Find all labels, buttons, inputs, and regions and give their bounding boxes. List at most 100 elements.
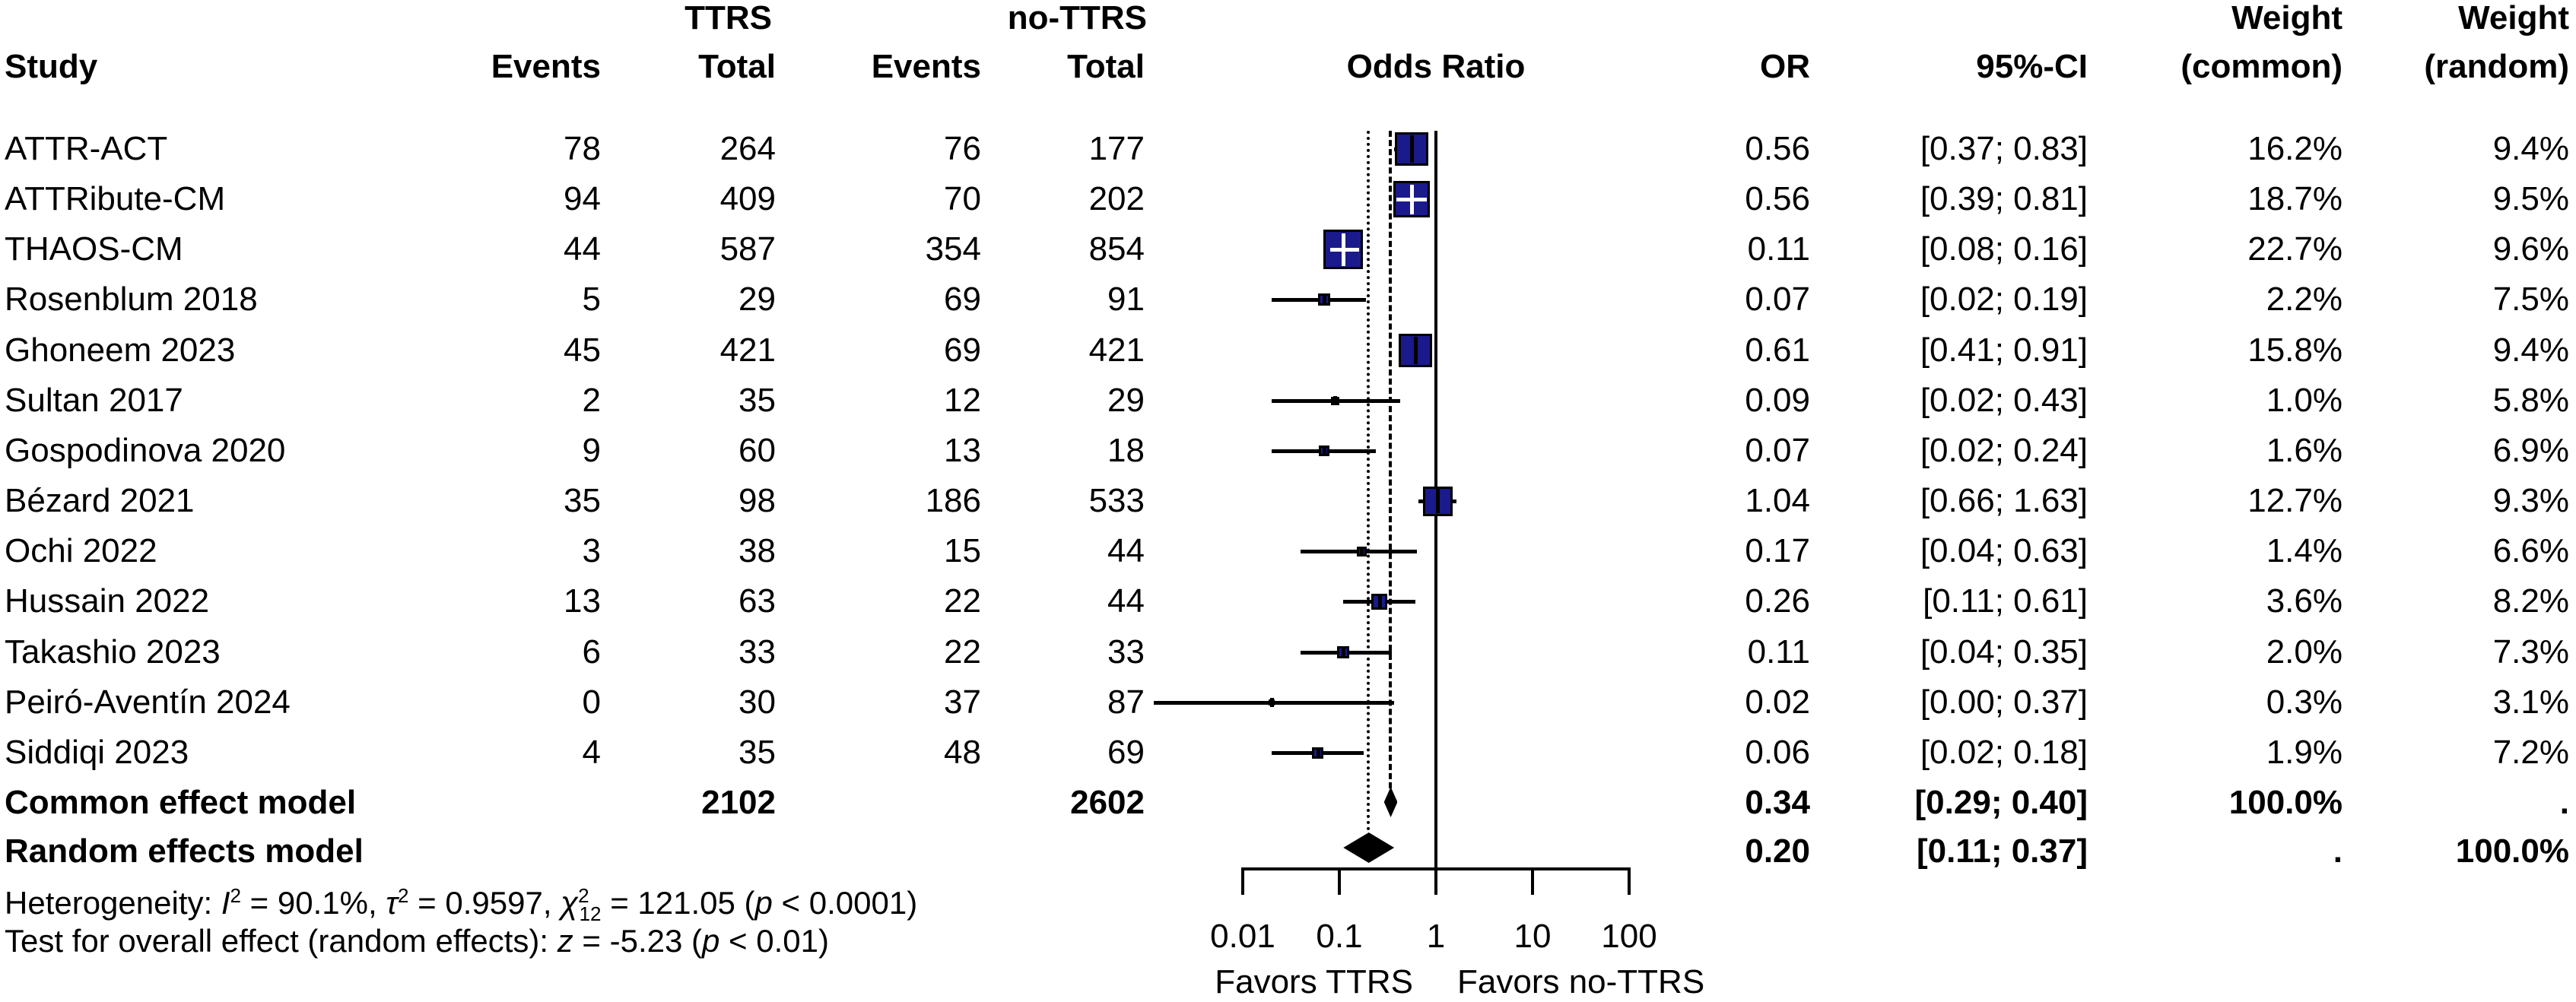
weight-random-value: 9.5% (2492, 180, 2569, 217)
weight-common-value: 22.7% (2247, 230, 2343, 268)
summary-total-ttrs: 2102 (701, 784, 776, 821)
events-ttrs: 4 (582, 734, 601, 771)
or-value: 0.61 (1745, 331, 1810, 369)
events-no-ttrs: 186 (925, 482, 981, 519)
weight-common-value: 1.9% (2266, 734, 2343, 771)
ci-value: [0.02; 0.43] (1920, 382, 2088, 419)
events-ttrs: 9 (582, 432, 601, 469)
group-header-ttrs: TTRS (684, 0, 772, 36)
or-value: 0.06 (1745, 734, 1810, 771)
point-marker (1270, 698, 1275, 707)
total-no-ttrs: 91 (1107, 281, 1145, 318)
study-name: Gospodinova 2020 (5, 432, 286, 469)
ci-value: [0.04; 0.63] (1920, 532, 2088, 569)
total-no-ttrs: 177 (1088, 130, 1145, 167)
weight-common-value: 18.7% (2247, 180, 2343, 217)
column-header-or: OR (1760, 48, 1810, 85)
point-marker (1342, 647, 1346, 658)
or-value: 0.07 (1745, 281, 1810, 318)
events-no-ttrs: 69 (944, 331, 981, 369)
point-marker (1377, 595, 1382, 608)
study-name: Hussain 2022 (5, 582, 210, 620)
column-header-odds-ratio: Odds Ratio (1346, 48, 1526, 85)
summary-or-value: 0.20 (1745, 832, 1810, 870)
ci-value: [0.00; 0.37] (1920, 683, 2088, 721)
common-effect-guide-line (1389, 131, 1393, 788)
point-marker (1333, 396, 1338, 405)
total-ttrs: 63 (738, 582, 776, 620)
summary-label: Random effects model (5, 832, 364, 870)
events-ttrs: 3 (582, 532, 601, 569)
favors-left-label: Favors TTRS (1215, 963, 1413, 1000)
total-ttrs: 35 (738, 382, 776, 419)
study-name: Ghoneem 2023 (5, 331, 236, 369)
ci-value: [0.02; 0.19] (1920, 281, 2088, 318)
total-no-ttrs: 202 (1088, 180, 1145, 217)
summary-weight-common-value: . (2333, 832, 2343, 870)
column-header-study: Study (5, 48, 98, 85)
group-header-no-ttrs: no-TTRS (1007, 0, 1147, 36)
study-name: ATTRibute-CM (5, 180, 226, 217)
total-ttrs: 38 (738, 532, 776, 569)
summary-weight-common-value: 100.0% (2228, 784, 2343, 821)
summary-diamond-random (1343, 832, 1395, 863)
total-ttrs: 30 (738, 683, 776, 721)
weight-common-value: 12.7% (2247, 482, 2343, 519)
column-header-weight-common-top: Weight (2231, 0, 2343, 36)
weight-random-value: 8.2% (2492, 582, 2569, 620)
events-ttrs: 5 (582, 281, 601, 318)
summary-label: Common effect model (5, 784, 357, 821)
point-marker (1323, 446, 1327, 455)
ci-value: [0.04; 0.35] (1920, 633, 2088, 671)
total-no-ttrs: 854 (1088, 230, 1145, 268)
total-no-ttrs: 421 (1088, 331, 1145, 369)
weight-common-value: 2.2% (2266, 281, 2343, 318)
events-ttrs: 45 (564, 331, 601, 369)
weight-common-value: 16.2% (2247, 130, 2343, 167)
or-value: 0.07 (1745, 432, 1810, 469)
study-name: Rosenblum 2018 (5, 281, 258, 318)
weight-common-value: 15.8% (2247, 331, 2343, 369)
point-marker (1413, 337, 1418, 364)
or-value: 0.02 (1745, 683, 1810, 721)
or-value: 0.17 (1745, 532, 1810, 569)
axis-tick-label: 1 (1426, 918, 1446, 955)
weight-random-value: 6.9% (2492, 432, 2569, 469)
column-header-total-no-ttrs: Total (1067, 48, 1145, 85)
weight-random-value: 3.1% (2492, 683, 2569, 721)
axis-tick (1628, 867, 1631, 895)
axis-tick-label: 100 (1601, 918, 1657, 955)
weight-random-value: 9.6% (2492, 230, 2569, 268)
events-ttrs: 44 (564, 230, 601, 268)
study-name: ATTR-ACT (5, 130, 168, 167)
total-ttrs: 35 (738, 734, 776, 771)
events-no-ttrs: 13 (944, 432, 981, 469)
axis-tick-label: 0.1 (1316, 918, 1363, 955)
or-value: 0.56 (1745, 180, 1810, 217)
weight-common-value: 3.6% (2266, 582, 2343, 620)
study-name: Siddiqi 2023 (5, 734, 189, 771)
total-ttrs: 98 (738, 482, 776, 519)
events-ttrs: 94 (564, 180, 601, 217)
events-no-ttrs: 22 (944, 633, 981, 671)
summary-ci-value: [0.29; 0.40] (1914, 784, 2088, 821)
point-marker (1360, 547, 1364, 556)
column-header-weight-common-sub: (common) (2181, 48, 2343, 85)
events-ttrs: 2 (582, 382, 601, 419)
study-name: Sultan 2017 (5, 382, 183, 419)
total-ttrs: 33 (738, 633, 776, 671)
weight-random-value: 7.3% (2492, 633, 2569, 671)
ci-value: [0.02; 0.24] (1920, 432, 2088, 469)
overall-effect-test-note: Test for overall effect (random effects)… (5, 923, 829, 959)
ci-value: [0.02; 0.18] (1920, 734, 2088, 771)
events-no-ttrs: 37 (944, 683, 981, 721)
events-no-ttrs: 69 (944, 281, 981, 318)
column-header-weight-random-sub: (random) (2424, 48, 2569, 85)
weight-random-value: 9.4% (2492, 331, 2569, 369)
total-no-ttrs: 18 (1107, 432, 1145, 469)
total-no-ttrs: 33 (1107, 633, 1145, 671)
ci-value: [0.41; 0.91] (1920, 331, 2088, 369)
events-ttrs: 6 (582, 633, 601, 671)
total-ttrs: 409 (719, 180, 776, 217)
